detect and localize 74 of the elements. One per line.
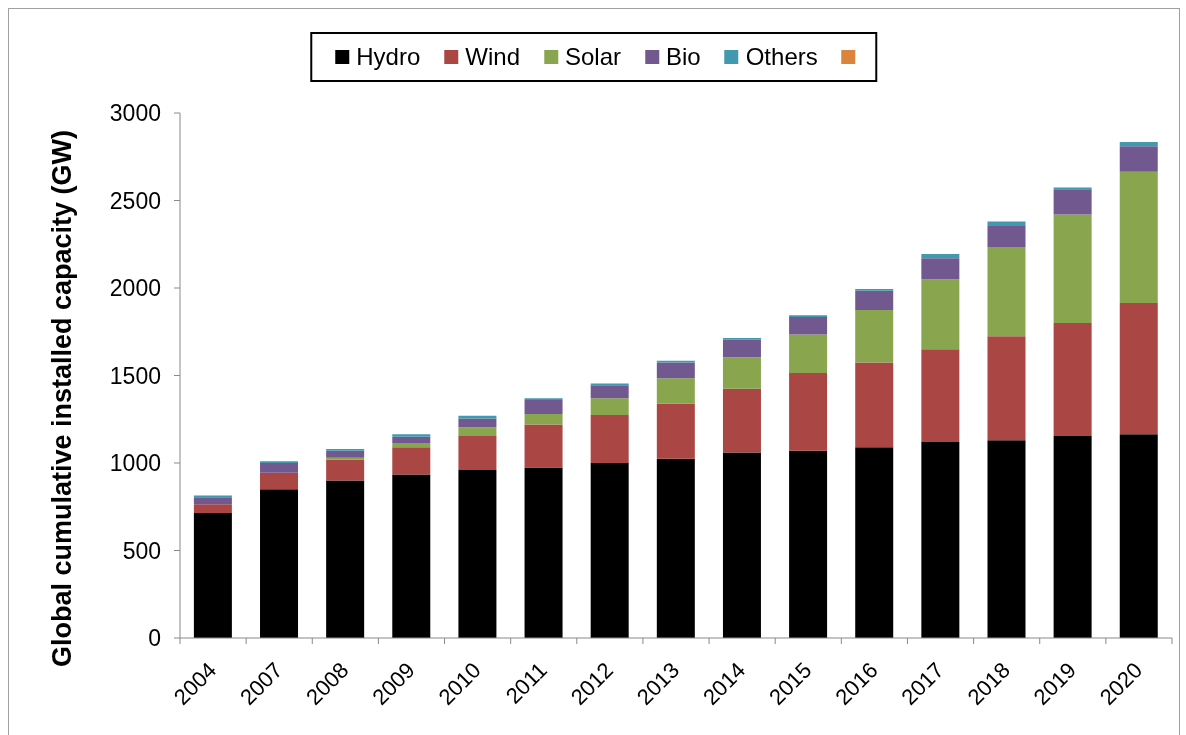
bar: [789, 316, 828, 335]
bar: [392, 434, 431, 437]
bar: [1119, 434, 1158, 638]
bar: [656, 403, 695, 459]
bar: [855, 309, 894, 363]
bar: [855, 290, 894, 310]
y-tick-label: 1000: [109, 450, 161, 477]
y-tick-label: 2500: [109, 187, 161, 214]
bar: [722, 452, 761, 638]
y-tick-label: 0: [148, 625, 161, 652]
bar: [392, 447, 431, 475]
bar: [1119, 171, 1158, 303]
bar: [921, 279, 960, 350]
bar: [1119, 146, 1158, 172]
bar: [260, 489, 299, 638]
bar: [1053, 435, 1092, 638]
bar: [524, 400, 563, 414]
y-tick-label: 2000: [109, 275, 161, 302]
bar: [193, 512, 232, 638]
bar: [921, 258, 960, 280]
bar: [392, 442, 431, 448]
bar: [458, 427, 497, 436]
bar: [921, 442, 960, 638]
bar: [524, 414, 563, 425]
bar: [524, 424, 563, 468]
bar: [855, 362, 894, 448]
y-tick-label: 1500: [109, 362, 161, 389]
bar: [392, 474, 431, 638]
bar: [722, 388, 761, 453]
bar: [590, 398, 629, 415]
bar: [1119, 302, 1158, 435]
bar: [987, 336, 1026, 441]
bar: [193, 497, 232, 505]
bar: [789, 450, 828, 638]
bar: [789, 334, 828, 373]
legend-label: Solar: [564, 43, 622, 71]
bar: [656, 378, 695, 404]
bar: [656, 458, 695, 638]
y-tick-label: 500: [122, 537, 161, 564]
bar: [921, 349, 960, 442]
bar: [326, 450, 365, 458]
bar: [326, 459, 365, 481]
bar: [260, 463, 299, 473]
bar: [921, 253, 960, 259]
bar: [458, 435, 497, 470]
bar: [789, 372, 828, 451]
bar: [987, 221, 1026, 226]
bar: [458, 418, 497, 428]
bar: [1053, 323, 1092, 436]
bar: [392, 436, 431, 443]
bar: [987, 246, 1026, 337]
bar: [524, 467, 563, 638]
legend-label: Hydro: [356, 43, 421, 71]
legend-label: Others: [745, 43, 818, 71]
bar: [722, 339, 761, 358]
y-axis-title: Global cumulative installed capacity (GW): [47, 129, 77, 668]
bar: [1053, 214, 1092, 323]
legend-label: Bio: [666, 43, 701, 71]
bar: [987, 440, 1026, 638]
bar: [193, 504, 232, 513]
bar: [1119, 141, 1158, 147]
bar: [260, 472, 299, 490]
legend-label: Wind: [465, 43, 520, 71]
bar: [458, 470, 497, 638]
bar: [987, 225, 1026, 247]
bar: [590, 463, 629, 638]
bar: [326, 480, 365, 638]
bar: [722, 357, 761, 389]
y-tick-label: 3000: [109, 100, 161, 127]
bar: [855, 447, 894, 638]
bar: [1053, 189, 1092, 215]
bar: [590, 385, 629, 399]
bar: [590, 414, 629, 463]
bar: [656, 362, 695, 379]
